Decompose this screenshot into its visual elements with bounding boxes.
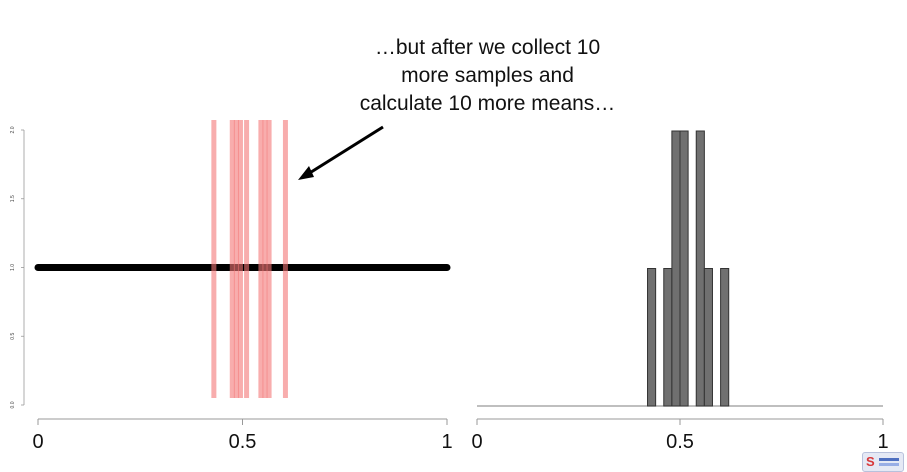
x-tick-label-right: 0.5 [666,431,694,453]
x-tick-label-left: 0.5 [229,431,257,453]
right-plot: 0 0.5 1 [471,130,889,453]
annotation-line-1: …but after we collect 10 [374,36,601,59]
statquest-logo-icon: S [862,452,904,472]
sample-mean-line [237,120,243,398]
histogram-bar [703,268,713,407]
sample-mean-line [266,120,272,398]
sample-mean-line [233,120,239,398]
histogram-bar [663,268,673,407]
sample-mean-line [244,120,250,398]
x-tick-label-left: 1 [441,431,452,453]
y-tick-label-left: 0.0 [10,401,16,408]
histogram-bar [695,130,705,407]
y-tick-label-left: 0.5 [10,333,16,340]
annotation-text: …but after we collect 10 more samples an… [300,34,675,118]
sample-mean-line [258,120,264,398]
histogram-bar [679,130,689,407]
y-tick-label-left: 2.0 [10,126,16,133]
x-tick-label-right: 1 [877,431,888,453]
arrow-head-icon [298,166,314,180]
sample-mean-line [282,120,288,398]
arrow-icon [307,125,384,176]
left-plot: 0 0.5 1 0.0 0.5 1.0 1.5 2.0 [10,120,453,453]
histogram-bar [671,130,681,407]
x-tick-label-left: 0 [32,431,43,453]
y-tick-label-left: 1.0 [10,264,16,271]
annotation-line-3: calculate 10 more means… [359,92,616,115]
annotation-line-2: more samples and [401,64,574,87]
sample-mean-line [211,120,217,398]
y-tick-label-left: 1.5 [10,195,16,202]
histogram-bar [647,268,657,407]
x-tick-label-right: 0 [471,431,482,453]
sample-mean-line [262,120,268,398]
histogram-bar [720,268,730,407]
sample-mean-line [229,120,235,398]
